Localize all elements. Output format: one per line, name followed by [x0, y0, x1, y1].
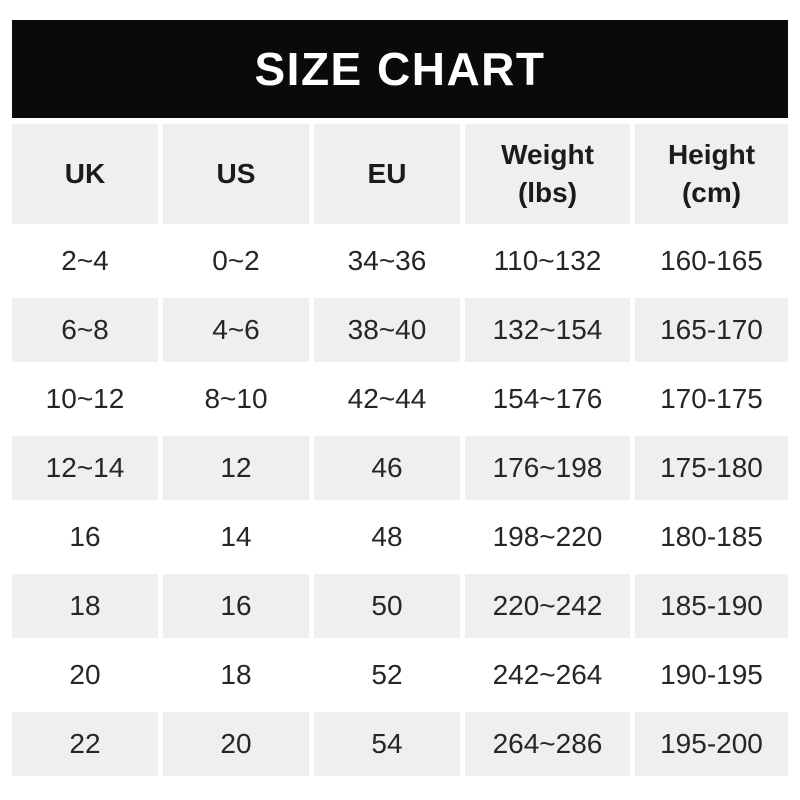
table-cell: 14 [163, 505, 309, 569]
column-header-label: EU [367, 158, 407, 190]
table-cell: 42~44 [314, 367, 460, 431]
table-cell: 10~12 [12, 367, 158, 431]
column-header-label: US [216, 158, 256, 190]
table-cell: 185-190 [635, 574, 788, 638]
title-banner: SIZE CHART [12, 20, 788, 118]
table-cell: 46 [314, 436, 460, 500]
table-cell: 8~10 [163, 367, 309, 431]
column-header: US [163, 124, 309, 224]
table-cell: 195-200 [635, 712, 788, 776]
table-cell: 20 [12, 643, 158, 707]
column-header: EU [314, 124, 460, 224]
table-cell: 0~2 [163, 229, 309, 293]
table-cell: 20 [163, 712, 309, 776]
table-cell: 110~132 [465, 229, 630, 293]
table-cell: 16 [163, 574, 309, 638]
table-cell: 38~40 [314, 298, 460, 362]
table-cell: 54 [314, 712, 460, 776]
table-cell: 154~176 [465, 367, 630, 431]
page-title: SIZE CHART [254, 43, 546, 95]
table-cell: 12~14 [12, 436, 158, 500]
table-cell: 18 [163, 643, 309, 707]
table-cell: 16 [12, 505, 158, 569]
table-cell: 176~198 [465, 436, 630, 500]
column-header-sublabel: (lbs) [517, 177, 578, 208]
table-cell: 50 [314, 574, 460, 638]
table-cell: 132~154 [465, 298, 630, 362]
table-cell: 22 [12, 712, 158, 776]
table-cell: 48 [314, 505, 460, 569]
size-chart-table: UK US EU Weight (lbs) Height (cm) 2~4 0~2 34~36 11… [12, 124, 788, 776]
column-header: Weight (lbs) [465, 124, 630, 224]
table-cell: 264~286 [465, 712, 630, 776]
table-cell: 12 [163, 436, 309, 500]
table-cell: 4~6 [163, 298, 309, 362]
column-header-label: Height [667, 139, 756, 171]
table-cell: 160-165 [635, 229, 788, 293]
column-header-label: UK [64, 158, 106, 190]
table-cell: 170-175 [635, 367, 788, 431]
table-cell: 34~36 [314, 229, 460, 293]
table-cell: 242~264 [465, 643, 630, 707]
table-cell: 52 [314, 643, 460, 707]
table-cell: 198~220 [465, 505, 630, 569]
column-header: Height (cm) [635, 124, 788, 224]
column-header-sublabel: (cm) [681, 177, 742, 208]
column-header: UK [12, 124, 158, 224]
table-cell: 180-185 [635, 505, 788, 569]
column-header-label: Weight [501, 139, 594, 171]
table-cell: 165-170 [635, 298, 788, 362]
table-cell: 175-180 [635, 436, 788, 500]
table-cell: 190-195 [635, 643, 788, 707]
table-cell: 6~8 [12, 298, 158, 362]
table-cell: 2~4 [12, 229, 158, 293]
table-cell: 220~242 [465, 574, 630, 638]
table-cell: 18 [12, 574, 158, 638]
